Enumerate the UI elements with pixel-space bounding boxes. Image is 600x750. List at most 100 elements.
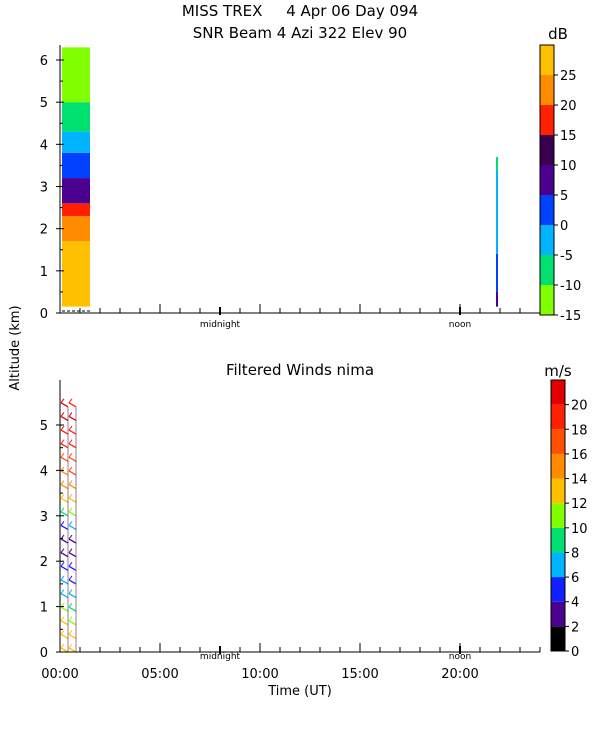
winds-colorbar-label: 14 — [571, 473, 588, 488]
winds-ytick-label: 5 — [40, 419, 48, 434]
snr-colorbar-band — [540, 255, 554, 285]
snr-colorbar-label: 0 — [560, 219, 568, 234]
wind-barb — [68, 456, 77, 462]
wind-barb — [68, 538, 77, 544]
snr-heatmap-cell — [496, 253, 498, 292]
main-title: MISS TREX 4 Apr 06 Day 094 — [182, 2, 418, 20]
winds-colorbar-band — [551, 404, 565, 430]
winds-xtick-label: 05:00 — [141, 667, 178, 682]
snr-heatmap-cell — [62, 178, 90, 204]
snr-y-ticks: 0 1 2 3 4 5 6 — [40, 54, 64, 322]
wind-barb-flag — [60, 412, 65, 417]
winds-x-ticks: 00:00 05:00 10:00 15:00 20:00 — [41, 643, 541, 682]
wind-barb — [60, 647, 69, 653]
wind-barb-flag — [68, 398, 73, 404]
snr-heatmap-panel: 0 1 2 3 4 5 6 midnight noon — [40, 45, 541, 330]
winds-ytick-label: 4 — [40, 464, 48, 479]
winds-ytick-label: 2 — [40, 555, 48, 570]
snr-heatmap-cell — [62, 203, 90, 217]
snr-colorbar-label: 5 — [560, 189, 568, 204]
wind-barb — [68, 415, 77, 422]
wind-barb-flag — [68, 493, 73, 499]
winds-colorbar-band — [551, 429, 565, 454]
wind-barb-flag — [68, 643, 73, 649]
snr-colorbar: 25 20 15 10 5 0 -5 -10 -15 — [539, 44, 581, 324]
winds-colorbar-label: 4 — [571, 596, 579, 611]
wind-barb — [68, 552, 77, 558]
winds-colorbar-band — [551, 478, 565, 504]
snr-colorbar-band — [540, 165, 554, 195]
snr-x-ticks — [59, 304, 541, 315]
wind-barb-flag — [68, 439, 73, 445]
snr-ytick-label: 2 — [40, 223, 48, 238]
wind-barb-flag — [60, 630, 65, 635]
wind-barb-flag — [60, 507, 65, 513]
winds-ytick-label: 3 — [40, 510, 48, 525]
winds-colorbar-label: 8 — [571, 546, 579, 561]
wind-barb-flag — [68, 534, 73, 540]
wind-barb — [60, 565, 69, 571]
snr-ytick-label: 6 — [40, 54, 48, 69]
wind-barb-flag — [60, 561, 65, 567]
winds-colorbar-band — [551, 601, 565, 627]
winds-colorbar-label: 16 — [571, 448, 588, 463]
winds-colorbar-band — [551, 453, 565, 479]
snr-midnight-label: midnight — [200, 320, 241, 330]
wind-barb — [60, 470, 69, 476]
snr-colorbar-label: -15 — [560, 309, 581, 324]
winds-colorbar-frame — [550, 379, 566, 652]
wind-barb-flag — [60, 493, 65, 499]
snr-colorbar-unit: dB — [548, 25, 568, 43]
snr-colorbar-label: 15 — [560, 129, 577, 144]
snr-colorbar-band — [540, 105, 554, 135]
snr-colorbar-band — [540, 75, 554, 105]
wind-barb — [68, 606, 77, 612]
winds-colorbar-label: 10 — [571, 522, 588, 537]
snr-noon-label: noon — [449, 320, 471, 330]
snr-heatmap-cell — [62, 216, 90, 242]
wind-barb — [68, 443, 77, 449]
snr-ytick-label: 1 — [40, 265, 48, 280]
snr-colorbar-frame — [539, 44, 555, 316]
wind-barb — [60, 456, 69, 462]
wind-barb — [68, 429, 77, 435]
winds-colorbar-band — [551, 552, 565, 578]
wind-barb-flag — [60, 425, 65, 431]
snr-heatmap-cell — [62, 241, 90, 307]
snr-heatmap-cell — [496, 291, 498, 307]
wind-barb-flag — [68, 466, 73, 472]
wind-barb — [60, 552, 69, 558]
wind-barb-flag — [68, 561, 73, 567]
wind-barb-flag — [68, 453, 73, 458]
wind-barb-flag — [68, 589, 73, 594]
wind-barb-flag — [68, 630, 73, 635]
winds-colorbar-label: 18 — [571, 423, 588, 438]
wind-barb — [68, 579, 77, 585]
wind-barb — [60, 633, 69, 639]
winds-data-layer — [60, 398, 77, 653]
wind-barb-flag — [60, 480, 65, 485]
snr-heatmap-cell — [62, 152, 90, 179]
winds-panel-title: Filtered Winds nima — [226, 361, 374, 379]
x-axis-label: Time (UT) — [267, 684, 332, 699]
wind-barb — [68, 483, 77, 490]
winds-colorbar-label: 20 — [571, 399, 588, 414]
wind-barb — [68, 647, 77, 653]
wind-barb-flag — [68, 575, 73, 581]
snr-colorbar-band — [540, 45, 554, 75]
winds-y-ticks: 0 1 2 3 4 5 — [40, 419, 64, 661]
wind-barb-flag — [60, 589, 65, 594]
wind-barb — [60, 538, 69, 544]
wind-barb — [60, 497, 69, 503]
winds-ytick-label: 1 — [40, 601, 48, 616]
winds-panel: 0 1 2 3 4 5 00:00 05:00 10:00 15:00 20:00 midnigh… — [40, 380, 541, 682]
wind-barb-flag — [68, 480, 73, 485]
wind-barb — [60, 620, 69, 626]
wind-barb-flag — [68, 425, 73, 431]
wind-barb — [60, 483, 69, 490]
snr-colorbar-band — [540, 285, 554, 315]
wind-barb — [60, 402, 69, 408]
winds-midnight-label: midnight — [200, 652, 241, 662]
